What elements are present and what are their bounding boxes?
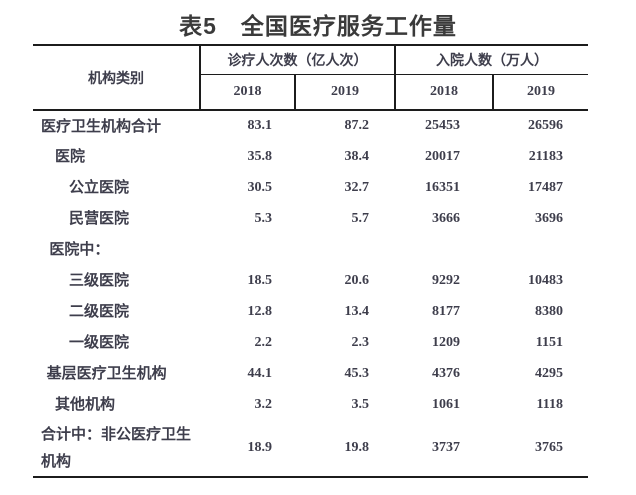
row-label: 民营医院 bbox=[69, 210, 130, 227]
cell-value: 20017 bbox=[425, 148, 460, 164]
group-header-hospital-admissions: 入院人数（万人） bbox=[395, 45, 588, 75]
cell-value: 1061 bbox=[432, 396, 460, 412]
row-label: 三级医院 bbox=[69, 272, 130, 289]
table-row: 基层医疗卫生机构 44.1 45.3 4376 4295 bbox=[33, 358, 588, 389]
cell-value bbox=[295, 234, 395, 265]
header-group-row: 机构类别 诊疗人次数（亿人次） 入院人数（万人） bbox=[33, 45, 588, 110]
table-row: 医疗卫生机构合计 83.1 87.2 25453 26596 bbox=[33, 110, 588, 141]
cell-value: 5.7 bbox=[351, 210, 370, 226]
cell-value: 44.1 bbox=[247, 365, 273, 381]
cell-value: 25453 bbox=[425, 118, 460, 133]
table-title: 表5 全国医疗服务工作量 bbox=[179, 13, 457, 39]
cell-value: 21183 bbox=[528, 148, 563, 164]
cell-value: 2.2 bbox=[254, 334, 273, 350]
cell-value: 12.8 bbox=[247, 303, 273, 319]
cell-value bbox=[493, 234, 588, 265]
cell-value: 4295 bbox=[535, 365, 563, 381]
cell-value: 9292 bbox=[432, 272, 460, 288]
cell-value: 87.2 bbox=[344, 118, 370, 133]
row-label: 基层医疗卫生机构 bbox=[46, 365, 167, 382]
year-header-visits-2018: 2018 bbox=[200, 74, 296, 110]
table-row: 二级医院 12.8 13.4 8177 8380 bbox=[33, 296, 588, 327]
cell-value: 3666 bbox=[432, 210, 460, 226]
cell-value: 13.4 bbox=[344, 303, 370, 319]
cell-value: 5.3 bbox=[254, 210, 273, 226]
medical-service-workload-table: 机构类别 诊疗人次数（亿人次） 入院人数（万人） 2018 2019 2018 … bbox=[33, 44, 588, 478]
category-column-header: 机构类别 bbox=[33, 45, 201, 110]
cell-value: 19.8 bbox=[344, 440, 370, 455]
table-body: 医疗卫生机构合计 83.1 87.2 25453 26596 医院 35.8 38.4 2001… bbox=[33, 110, 588, 477]
cell-value: 2.3 bbox=[351, 334, 370, 350]
cell-value: 17487 bbox=[528, 179, 563, 195]
year-header-admissions-2018: 2018 bbox=[395, 74, 494, 110]
header-year-row: 2018 2019 2018 2019 bbox=[33, 74, 588, 110]
cell-value bbox=[200, 234, 295, 265]
table-row: 民营医院 5.3 5.7 3666 3696 bbox=[33, 203, 588, 234]
cell-value bbox=[395, 234, 493, 265]
cell-value: 10483 bbox=[528, 272, 563, 288]
cell-value: 30.5 bbox=[247, 179, 273, 195]
row-label: 一级医院 bbox=[69, 334, 130, 351]
table-row: 医院中： bbox=[33, 234, 588, 265]
table-header: 机构类别 诊疗人次数（亿人次） 入院人数（万人） 2018 2019 2018 … bbox=[33, 45, 588, 110]
row-label: 其他机构 bbox=[55, 396, 116, 413]
row-label: 医疗卫生机构合计 bbox=[41, 117, 162, 135]
table-row: 三级医院 18.5 20.6 9292 10483 bbox=[33, 265, 588, 296]
cell-value: 8177 bbox=[432, 303, 460, 319]
cell-value: 1118 bbox=[536, 396, 563, 412]
table-row: 公立医院 30.5 32.7 16351 17487 bbox=[33, 172, 588, 203]
cell-value: 20.6 bbox=[344, 272, 370, 288]
cell-value: 32.7 bbox=[344, 179, 370, 195]
cell-value: 35.8 bbox=[247, 148, 273, 164]
cell-value: 1209 bbox=[432, 334, 460, 350]
row-label: 医院中： bbox=[49, 241, 110, 258]
cell-value: 3.5 bbox=[351, 396, 370, 412]
cell-value: 3696 bbox=[535, 210, 563, 226]
cell-value: 18.5 bbox=[247, 272, 273, 288]
cell-value: 16351 bbox=[425, 179, 460, 195]
cell-value: 26596 bbox=[528, 118, 563, 133]
row-label: 合计中：非公医疗卫生机构 bbox=[41, 426, 192, 470]
cell-value: 1151 bbox=[535, 334, 563, 350]
cell-value: 3737 bbox=[432, 440, 460, 455]
year-header-visits-2019: 2019 bbox=[295, 74, 396, 110]
group-header-outpatient-visits: 诊疗人次数（亿人次） bbox=[200, 45, 396, 75]
cell-value: 8380 bbox=[535, 303, 563, 319]
table-row: 一级医院 2.2 2.3 1209 1151 bbox=[33, 327, 588, 358]
table-row: 合计中：非公医疗卫生机构 18.9 19.8 3737 3765 bbox=[33, 420, 588, 477]
cell-value: 18.9 bbox=[247, 440, 273, 455]
cell-value: 3.2 bbox=[254, 396, 273, 412]
row-label: 公立医院 bbox=[69, 179, 130, 196]
cell-value: 4376 bbox=[432, 365, 460, 381]
cell-value: 3765 bbox=[535, 440, 563, 455]
year-header-admissions-2019: 2019 bbox=[527, 83, 555, 99]
row-label: 医院 bbox=[55, 148, 86, 165]
row-label: 二级医院 bbox=[69, 303, 130, 320]
cell-value: 38.4 bbox=[344, 148, 370, 164]
cell-value: 45.3 bbox=[344, 365, 370, 381]
cell-value: 83.1 bbox=[247, 118, 273, 133]
table-row: 其他机构 3.2 3.5 1061 1118 bbox=[33, 389, 588, 420]
table-row: 医院 35.8 38.4 20017 21183 bbox=[33, 141, 588, 172]
